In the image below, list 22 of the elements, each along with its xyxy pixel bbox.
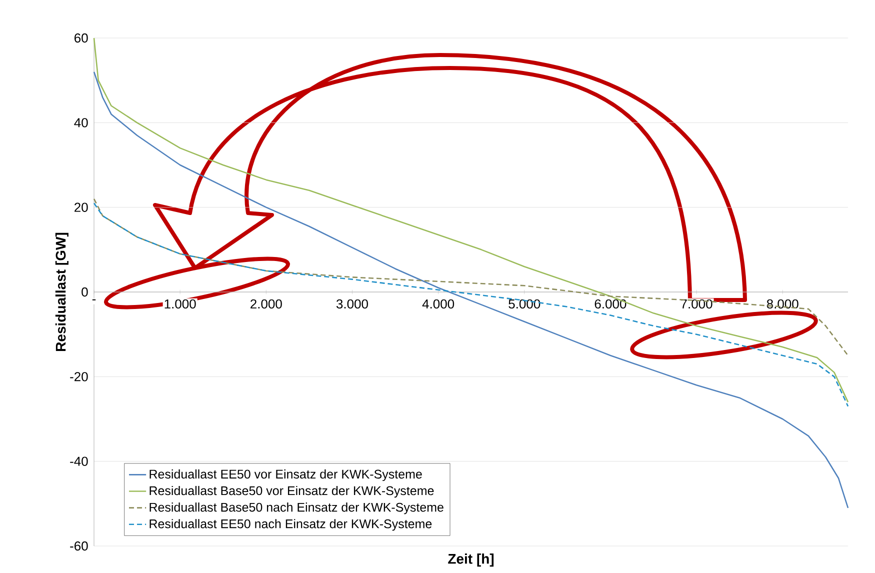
y-tick-label: 20 [74, 202, 88, 212]
x-tick-label: 3.000 [336, 299, 368, 309]
legend-label: Residuallast EE50 vor Einsatz der KWK-Systeme [150, 469, 422, 482]
x-tick-label: 6.000 [594, 299, 626, 309]
x-tick-label: - [92, 299, 96, 300]
y-tick-label: -40 [70, 456, 88, 466]
y-tick-label: -60 [70, 541, 88, 551]
line-series [93, 198, 849, 356]
x-tick-label: 1.000 [164, 299, 196, 309]
x-axis-title: Zeit [h] [448, 554, 494, 567]
y-tick-label: 40 [74, 118, 88, 128]
y-axis-title: Residuallast [GW] [55, 232, 68, 351]
line-series [93, 202, 849, 407]
y-tick-label: -20 [70, 372, 88, 382]
y-tick-label: 0 [82, 287, 88, 297]
x-tick-label: 4.000 [422, 299, 454, 309]
legend-label: Residuallast EE50 nach Einsatz der KWK-Systeme [150, 519, 432, 531]
x-tick-label: 5.000 [508, 299, 540, 309]
x-tick-label: 2.000 [250, 299, 282, 309]
legend-label: Residuallast Base50 nach Einsatz der KWK-Systeme [150, 502, 444, 514]
y-tick-label: 60 [74, 33, 88, 43]
legend-label: Residuallast Base50 vor Einsatz der KWK-Systeme [150, 486, 434, 498]
